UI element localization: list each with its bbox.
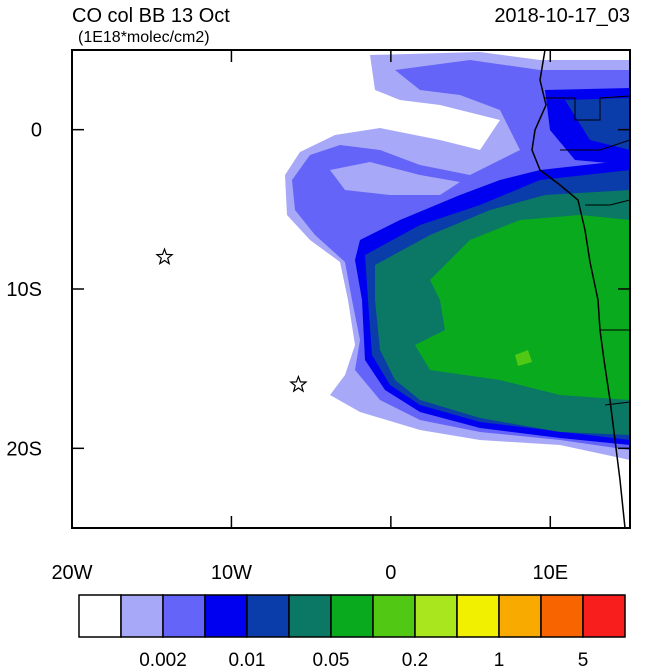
colorbar-box [372,594,416,638]
subtitle: (1E18*molec/cm2) [78,29,210,46]
colorbar-box [330,594,374,638]
colorbar-box [456,594,500,638]
star-marker [289,374,308,393]
colorbar: 0.002 0.01 0.05 0.2 1 5 [78,594,626,671]
contour-fill [515,350,532,366]
colorbar-box [162,594,206,638]
colorbar-box [498,594,542,638]
colorbar-label: 0.2 [402,650,428,667]
x-tick-label: 20W [51,562,92,584]
axes: 20W 10W 0 10E 0 10S 20S [6,50,630,584]
contour-fill [415,215,630,400]
title: CO col BB 13 Oct [72,5,230,27]
colorbar-box [246,594,290,638]
y-tick-label: 0 [31,120,42,142]
date: 2018-10-17_03 [494,5,630,27]
x-tick-label: 0 [385,562,396,584]
contour-fill [330,162,460,195]
colorbar-box [540,594,584,638]
field-layer [285,52,630,460]
colorbar-label: 0.01 [229,650,266,667]
x-tick-label: 10W [211,562,252,584]
y-tick-label: 20S [6,438,42,460]
colorbar-label: 5 [578,650,589,667]
y-tick-label: 10S [6,279,42,301]
colorbar-box [120,594,164,638]
coastline [531,50,630,528]
colorbar-box [78,594,122,638]
x-tick-label: 10E [532,562,568,584]
colorbar-label: 0.05 [313,650,350,667]
colorbar-label: 1 [494,650,505,667]
colorbar-box [204,594,248,638]
colorbar-box [414,594,458,638]
colorbar-box [582,594,626,638]
colorbar-box [288,594,332,638]
star-marker [155,247,174,265]
colorbar-label: 0.002 [139,650,187,667]
contour-fill [565,98,630,150]
